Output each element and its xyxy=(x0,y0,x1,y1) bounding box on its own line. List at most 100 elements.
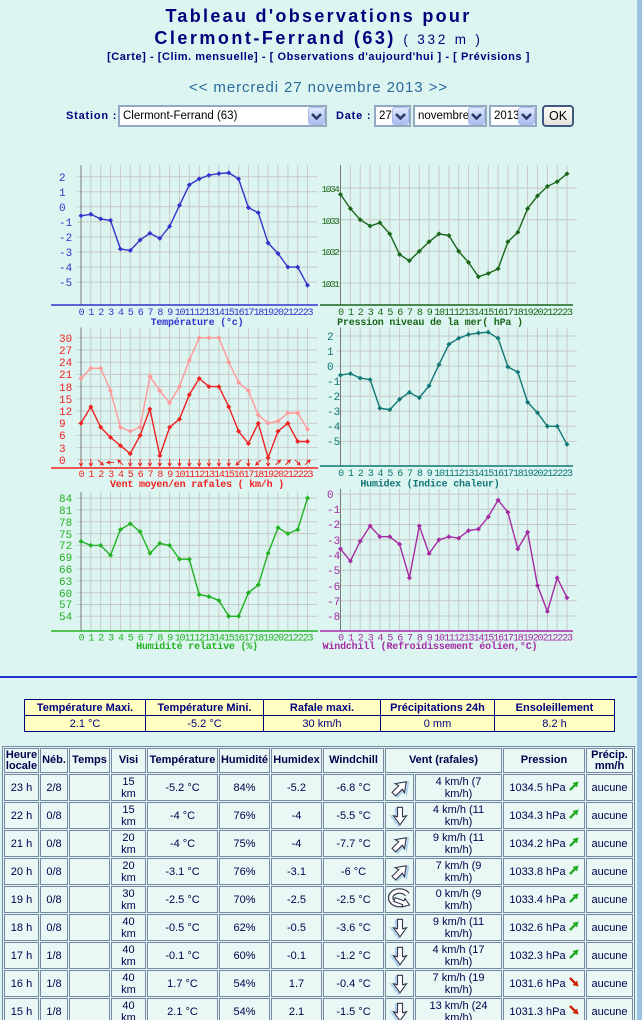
svg-text:23: 23 xyxy=(303,308,314,319)
svg-text:12: 12 xyxy=(194,308,205,319)
svg-text:4: 4 xyxy=(118,634,124,645)
svg-text:7: 7 xyxy=(147,470,153,481)
svg-text:30: 30 xyxy=(59,334,72,346)
svg-text:1: 1 xyxy=(88,308,94,319)
svg-text:81: 81 xyxy=(59,506,73,518)
svg-text:66: 66 xyxy=(59,565,72,577)
svg-text:7: 7 xyxy=(147,634,153,645)
svg-text:3: 3 xyxy=(368,469,374,480)
svg-text:13: 13 xyxy=(204,308,215,319)
svg-text:60: 60 xyxy=(59,589,72,601)
svg-text:5: 5 xyxy=(128,470,134,481)
svg-text:22: 22 xyxy=(293,634,304,645)
svg-text:16: 16 xyxy=(493,469,504,480)
svg-text:11: 11 xyxy=(444,308,455,319)
svg-text:-4: -4 xyxy=(59,263,73,275)
svg-text:22: 22 xyxy=(293,470,304,481)
svg-text:4: 4 xyxy=(118,470,124,481)
svg-text:-5: -5 xyxy=(59,278,72,290)
svg-text:7: 7 xyxy=(407,308,413,319)
svg-text:5: 5 xyxy=(128,634,134,645)
svg-text:84: 84 xyxy=(59,494,73,506)
svg-text:16: 16 xyxy=(493,634,504,645)
svg-text:0: 0 xyxy=(338,634,344,645)
svg-text:-5: -5 xyxy=(327,437,340,449)
svg-text:78: 78 xyxy=(59,518,72,530)
svg-text:-3: -3 xyxy=(327,407,340,419)
svg-text:13: 13 xyxy=(464,469,475,480)
svg-text:0: 0 xyxy=(79,470,85,481)
svg-text:22: 22 xyxy=(552,634,563,645)
svg-text:22: 22 xyxy=(552,308,563,319)
svg-text:14: 14 xyxy=(474,469,485,480)
svg-text:63: 63 xyxy=(59,577,72,589)
svg-text:23: 23 xyxy=(562,469,573,480)
svg-text:2: 2 xyxy=(98,308,104,319)
svg-text:4: 4 xyxy=(377,469,383,480)
svg-text:2: 2 xyxy=(327,332,334,344)
svg-text:13: 13 xyxy=(464,634,475,645)
svg-text:6: 6 xyxy=(397,469,403,480)
svg-text:Vent moyen/en rafales ( km/h ): Vent moyen/en rafales ( km/h ) xyxy=(110,479,284,491)
svg-text:17: 17 xyxy=(244,308,255,319)
svg-text:6: 6 xyxy=(138,308,144,319)
svg-text:Humidex (Indice chaleur): Humidex (Indice chaleur) xyxy=(360,479,499,491)
svg-text:8: 8 xyxy=(417,469,423,480)
svg-text:21: 21 xyxy=(543,634,554,645)
svg-text:9: 9 xyxy=(59,419,66,431)
svg-text:19: 19 xyxy=(523,469,534,480)
svg-text:2: 2 xyxy=(98,634,104,645)
svg-text:11: 11 xyxy=(444,469,455,480)
svg-text:7: 7 xyxy=(407,634,413,645)
svg-text:-1: -1 xyxy=(327,505,341,517)
svg-text:19: 19 xyxy=(263,308,274,319)
svg-text:-7: -7 xyxy=(327,597,340,609)
svg-text:17: 17 xyxy=(503,469,514,480)
svg-text:12: 12 xyxy=(194,634,205,645)
svg-text:3: 3 xyxy=(108,470,114,481)
svg-text:9: 9 xyxy=(167,634,173,645)
svg-text:18: 18 xyxy=(253,634,264,645)
svg-text:17: 17 xyxy=(503,308,514,319)
svg-text:14: 14 xyxy=(214,470,225,481)
svg-text:16: 16 xyxy=(234,634,245,645)
svg-text:6: 6 xyxy=(59,431,66,443)
svg-text:23: 23 xyxy=(562,634,573,645)
svg-text:23: 23 xyxy=(562,308,573,319)
svg-text:-1: -1 xyxy=(59,218,73,230)
svg-text:23: 23 xyxy=(303,634,314,645)
svg-text:-8: -8 xyxy=(327,612,340,624)
svg-text:57: 57 xyxy=(59,600,72,612)
svg-text:11: 11 xyxy=(184,470,195,481)
svg-text:24: 24 xyxy=(59,358,73,370)
svg-text:2: 2 xyxy=(98,470,104,481)
svg-text:14: 14 xyxy=(474,634,485,645)
svg-text:11: 11 xyxy=(184,308,195,319)
svg-text:11: 11 xyxy=(184,634,195,645)
svg-text:9: 9 xyxy=(167,470,173,481)
svg-text:7: 7 xyxy=(407,469,413,480)
svg-text:9: 9 xyxy=(427,308,433,319)
svg-text:21: 21 xyxy=(543,469,554,480)
svg-text:22: 22 xyxy=(552,469,563,480)
svg-text:15: 15 xyxy=(224,308,235,319)
svg-text:16: 16 xyxy=(234,470,245,481)
svg-text:15: 15 xyxy=(59,395,72,407)
svg-text:11: 11 xyxy=(444,634,455,645)
svg-text:10: 10 xyxy=(434,308,445,319)
svg-text:72: 72 xyxy=(59,541,72,553)
svg-text:5: 5 xyxy=(128,308,134,319)
svg-text:20: 20 xyxy=(273,634,284,645)
svg-text:21: 21 xyxy=(283,634,294,645)
svg-text:4: 4 xyxy=(377,634,383,645)
svg-text:17: 17 xyxy=(244,634,255,645)
svg-text:18: 18 xyxy=(513,469,524,480)
svg-text:15: 15 xyxy=(483,308,494,319)
svg-text:2: 2 xyxy=(59,173,66,185)
svg-text:16: 16 xyxy=(493,308,504,319)
svg-text:8: 8 xyxy=(417,634,423,645)
svg-text:75: 75 xyxy=(59,530,72,542)
svg-text:1: 1 xyxy=(327,347,334,359)
svg-text:12: 12 xyxy=(59,407,72,419)
svg-text:2: 2 xyxy=(358,469,364,480)
